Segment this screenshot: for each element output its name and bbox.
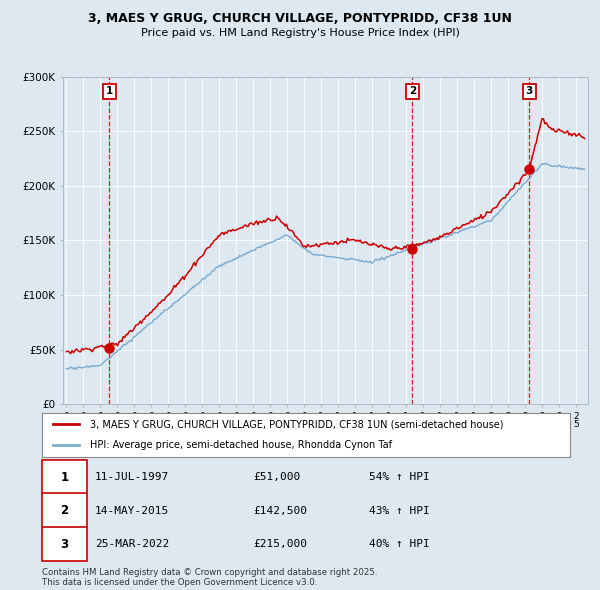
FancyBboxPatch shape <box>42 460 87 494</box>
Text: 11-JUL-1997: 11-JUL-1997 <box>95 472 169 482</box>
Text: £51,000: £51,000 <box>253 472 301 482</box>
Text: 1: 1 <box>106 87 113 96</box>
Text: 3, MAES Y GRUG, CHURCH VILLAGE, PONTYPRIDD, CF38 1UN: 3, MAES Y GRUG, CHURCH VILLAGE, PONTYPRI… <box>88 12 512 25</box>
Text: £215,000: £215,000 <box>253 539 307 549</box>
Text: 2: 2 <box>409 87 416 96</box>
Text: 43% ↑ HPI: 43% ↑ HPI <box>370 506 430 516</box>
Text: HPI: Average price, semi-detached house, Rhondda Cynon Taf: HPI: Average price, semi-detached house,… <box>89 440 392 450</box>
Text: 40% ↑ HPI: 40% ↑ HPI <box>370 539 430 549</box>
Text: 3: 3 <box>61 537 68 551</box>
Text: 14-MAY-2015: 14-MAY-2015 <box>95 506 169 516</box>
Text: 1: 1 <box>61 470 68 484</box>
Text: 3: 3 <box>526 87 533 96</box>
Text: Price paid vs. HM Land Registry's House Price Index (HPI): Price paid vs. HM Land Registry's House … <box>140 28 460 38</box>
Text: Contains HM Land Registry data © Crown copyright and database right 2025.
This d: Contains HM Land Registry data © Crown c… <box>42 568 377 587</box>
Text: 3, MAES Y GRUG, CHURCH VILLAGE, PONTYPRIDD, CF38 1UN (semi-detached house): 3, MAES Y GRUG, CHURCH VILLAGE, PONTYPRI… <box>89 419 503 429</box>
Text: 2: 2 <box>61 504 68 517</box>
Text: 25-MAR-2022: 25-MAR-2022 <box>95 539 169 549</box>
Text: £142,500: £142,500 <box>253 506 307 516</box>
Text: 54% ↑ HPI: 54% ↑ HPI <box>370 472 430 482</box>
FancyBboxPatch shape <box>42 493 87 528</box>
FancyBboxPatch shape <box>42 527 87 562</box>
